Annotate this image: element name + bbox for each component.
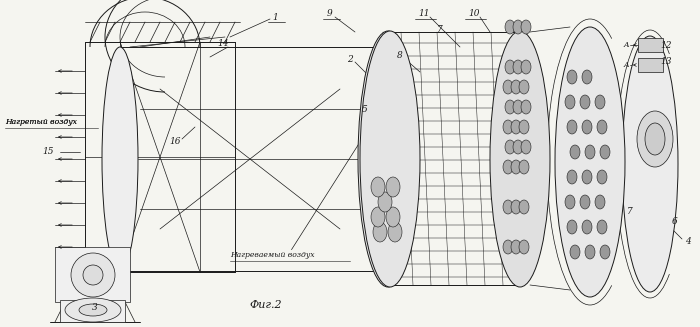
Ellipse shape <box>71 253 115 297</box>
Ellipse shape <box>567 70 577 84</box>
Text: A: A <box>623 41 629 49</box>
Ellipse shape <box>513 140 523 154</box>
Ellipse shape <box>386 207 400 227</box>
Ellipse shape <box>600 145 610 159</box>
Ellipse shape <box>585 245 595 259</box>
Text: 14: 14 <box>217 40 229 48</box>
Ellipse shape <box>511 160 521 174</box>
Ellipse shape <box>388 222 402 242</box>
Ellipse shape <box>622 36 678 292</box>
Ellipse shape <box>505 100 515 114</box>
Ellipse shape <box>362 47 398 271</box>
Ellipse shape <box>582 70 592 84</box>
Ellipse shape <box>378 192 392 212</box>
Ellipse shape <box>521 100 531 114</box>
Ellipse shape <box>567 170 577 184</box>
Text: 15: 15 <box>42 147 54 157</box>
Text: Нагретый воздух: Нагретый воздух <box>5 118 77 126</box>
Text: 11: 11 <box>419 9 430 19</box>
Text: 10: 10 <box>468 9 480 19</box>
Ellipse shape <box>102 47 138 271</box>
Ellipse shape <box>503 80 513 94</box>
Ellipse shape <box>521 20 531 34</box>
Ellipse shape <box>360 31 420 287</box>
Text: 16: 16 <box>169 137 181 146</box>
Ellipse shape <box>65 298 121 322</box>
Ellipse shape <box>567 220 577 234</box>
Bar <box>638 58 663 72</box>
Ellipse shape <box>505 20 515 34</box>
Text: A: A <box>623 61 629 69</box>
Ellipse shape <box>513 60 523 74</box>
Ellipse shape <box>582 220 592 234</box>
Ellipse shape <box>358 31 418 287</box>
Ellipse shape <box>585 145 595 159</box>
Ellipse shape <box>565 195 575 209</box>
Ellipse shape <box>582 170 592 184</box>
Ellipse shape <box>490 31 550 287</box>
Text: 7: 7 <box>627 208 633 216</box>
Ellipse shape <box>511 240 521 254</box>
Ellipse shape <box>513 20 523 34</box>
Text: Нагретый воздух: Нагретый воздух <box>5 118 77 126</box>
Ellipse shape <box>511 120 521 134</box>
Ellipse shape <box>597 120 607 134</box>
Ellipse shape <box>373 222 387 242</box>
Ellipse shape <box>595 95 605 109</box>
Ellipse shape <box>371 207 385 227</box>
Ellipse shape <box>580 95 590 109</box>
Ellipse shape <box>555 27 625 297</box>
Text: Нагреваемый воздух: Нагреваемый воздух <box>230 251 314 259</box>
Text: 1: 1 <box>272 12 278 22</box>
Ellipse shape <box>580 195 590 209</box>
Ellipse shape <box>511 80 521 94</box>
Ellipse shape <box>83 265 103 285</box>
Bar <box>638 38 663 52</box>
Ellipse shape <box>565 95 575 109</box>
Ellipse shape <box>567 120 577 134</box>
Ellipse shape <box>582 120 592 134</box>
Ellipse shape <box>600 245 610 259</box>
Text: 7: 7 <box>437 25 443 33</box>
Ellipse shape <box>519 200 529 214</box>
Text: 4: 4 <box>685 237 691 247</box>
Text: Фиг.2: Фиг.2 <box>250 300 282 310</box>
Ellipse shape <box>595 195 605 209</box>
Ellipse shape <box>519 160 529 174</box>
Text: 3: 3 <box>92 302 98 312</box>
Ellipse shape <box>519 120 529 134</box>
Ellipse shape <box>521 60 531 74</box>
Text: 5: 5 <box>362 105 368 113</box>
Ellipse shape <box>597 170 607 184</box>
Text: 8: 8 <box>397 51 403 60</box>
Text: 6: 6 <box>672 217 678 227</box>
Text: 12: 12 <box>660 41 672 49</box>
Text: 9: 9 <box>327 9 333 19</box>
Ellipse shape <box>597 220 607 234</box>
Ellipse shape <box>511 200 521 214</box>
Text: 2: 2 <box>347 55 353 63</box>
Ellipse shape <box>386 177 400 197</box>
Bar <box>60 300 125 322</box>
Ellipse shape <box>519 240 529 254</box>
Ellipse shape <box>570 245 580 259</box>
Ellipse shape <box>570 145 580 159</box>
Ellipse shape <box>645 123 665 155</box>
Ellipse shape <box>368 74 408 244</box>
Ellipse shape <box>503 160 513 174</box>
Ellipse shape <box>79 304 107 316</box>
Ellipse shape <box>503 240 513 254</box>
Ellipse shape <box>371 177 385 197</box>
Ellipse shape <box>513 100 523 114</box>
Ellipse shape <box>519 80 529 94</box>
Ellipse shape <box>637 111 673 167</box>
Ellipse shape <box>521 140 531 154</box>
Bar <box>55 247 130 302</box>
Ellipse shape <box>505 60 515 74</box>
Ellipse shape <box>503 120 513 134</box>
Ellipse shape <box>505 140 515 154</box>
Ellipse shape <box>503 200 513 214</box>
Text: 13: 13 <box>660 58 672 66</box>
